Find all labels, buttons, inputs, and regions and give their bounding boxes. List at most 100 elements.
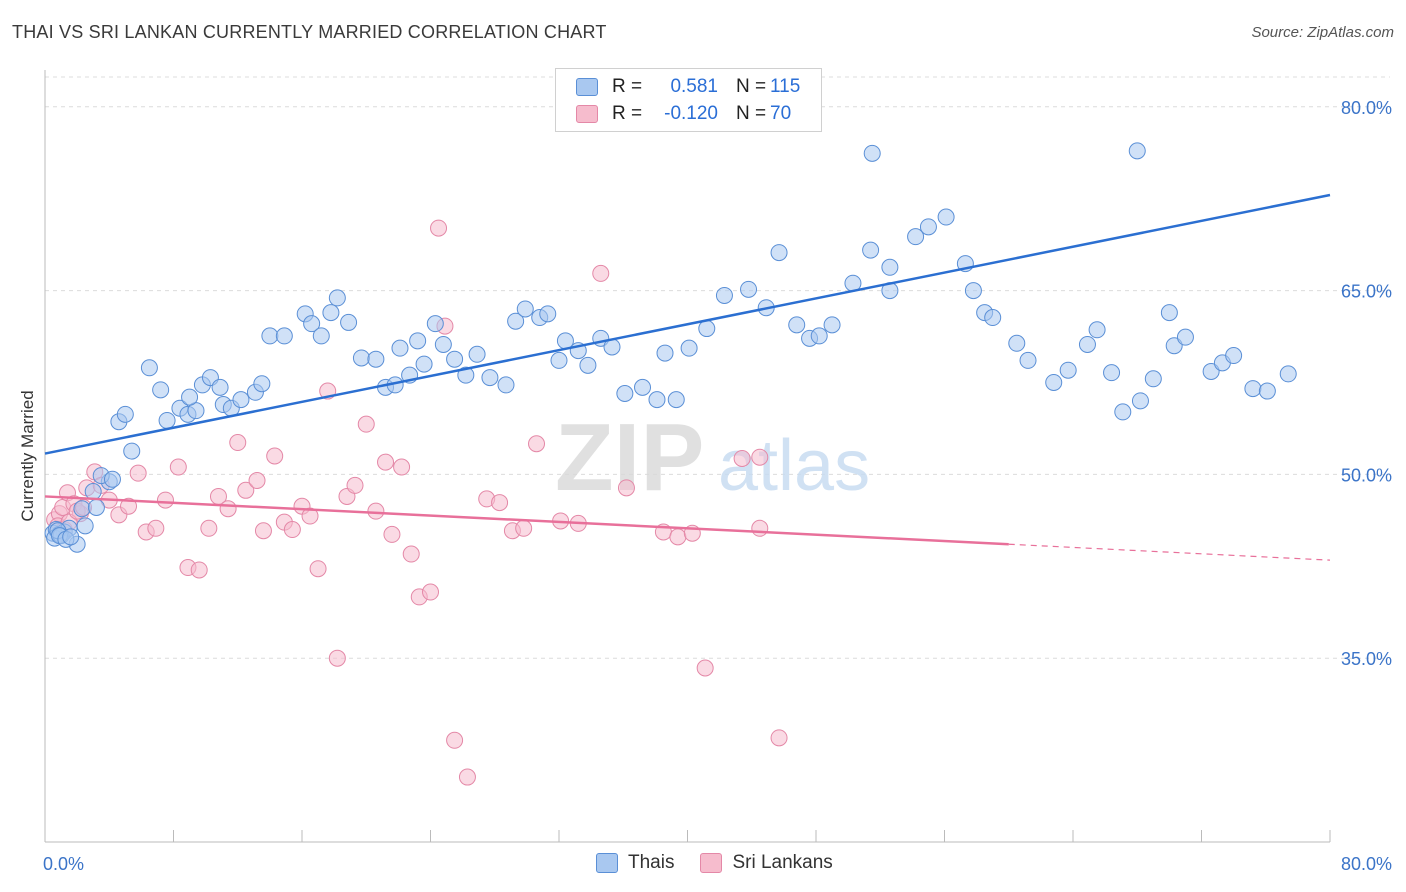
thais-point bbox=[984, 309, 1002, 327]
thais-point bbox=[698, 320, 716, 338]
sri-lankans-trend-extension bbox=[1008, 543, 1331, 561]
legend-item-sri-lankans[interactable]: Sri Lankans bbox=[700, 852, 833, 874]
thais-point bbox=[667, 391, 685, 409]
thais-point bbox=[634, 378, 652, 396]
trend-lines bbox=[44, 193, 1331, 561]
thais-point bbox=[1008, 334, 1026, 352]
thais-point bbox=[715, 286, 733, 304]
series-legend: Thais Sri Lankans bbox=[596, 852, 859, 874]
thais-point bbox=[73, 500, 91, 518]
thais-point bbox=[1088, 321, 1106, 339]
sri-lankans-point bbox=[169, 458, 187, 476]
thais-point bbox=[328, 289, 346, 307]
thais-point bbox=[823, 316, 841, 334]
thais-point bbox=[1279, 365, 1297, 383]
y-tick-label: 50.0% bbox=[1341, 465, 1392, 485]
stats-legend: R = 0.581 N = 115 R = -0.120 N = 70 bbox=[555, 68, 822, 132]
thais-point bbox=[937, 208, 955, 226]
r-value: 0.581 bbox=[670, 76, 718, 97]
thais-point bbox=[434, 335, 452, 353]
sri-lankans-point bbox=[190, 561, 208, 579]
n-value: 115 bbox=[770, 76, 801, 97]
thais-point bbox=[123, 442, 141, 460]
thais-point bbox=[340, 313, 358, 331]
sri-lankans-trend-line bbox=[44, 495, 1009, 546]
thais-point bbox=[275, 327, 293, 345]
sri-lankans-point bbox=[200, 519, 218, 537]
n-label: N = bbox=[736, 103, 767, 124]
x-tick-label: 80.0% bbox=[1341, 854, 1392, 874]
thais-point bbox=[367, 350, 385, 368]
thais-point bbox=[1225, 347, 1243, 365]
thais-point bbox=[352, 349, 370, 367]
legend-item-thais[interactable]: Thais bbox=[596, 852, 674, 874]
thais-point bbox=[740, 280, 758, 298]
sri-lankans-point bbox=[357, 415, 375, 433]
thais-point bbox=[919, 218, 937, 236]
sri-lankans-swatch bbox=[576, 105, 598, 123]
watermark: ZIP atlas bbox=[555, 404, 870, 511]
thais-point bbox=[232, 391, 250, 409]
thais-point bbox=[409, 332, 427, 350]
sri-lankans-point bbox=[346, 476, 364, 494]
sri-lankans-point bbox=[528, 435, 546, 453]
y-tick-label: 80.0% bbox=[1341, 98, 1392, 118]
sri-lankans-point bbox=[515, 519, 533, 537]
sri-lankans-point bbox=[733, 449, 751, 467]
thais-point bbox=[862, 241, 880, 259]
sri-lankans-point bbox=[328, 649, 346, 667]
source-label: Source: ZipAtlas.com bbox=[1251, 24, 1394, 41]
thais-swatch bbox=[576, 78, 598, 96]
thais-point bbox=[261, 327, 279, 345]
thais-point bbox=[103, 470, 121, 488]
sri-lankans-point bbox=[751, 448, 769, 466]
sri-lankans-legend-swatch bbox=[700, 853, 723, 873]
thais-point bbox=[1128, 142, 1146, 160]
sri-lankans-point bbox=[430, 219, 448, 237]
thais-point bbox=[468, 345, 486, 363]
thais-point bbox=[1019, 351, 1037, 369]
thais-point bbox=[1244, 380, 1262, 398]
sri-lankans-point bbox=[147, 519, 165, 537]
thais-point bbox=[1059, 361, 1077, 379]
sri-lankans-point bbox=[751, 519, 769, 537]
thais-point bbox=[516, 300, 534, 318]
grid-lines bbox=[45, 76, 1390, 659]
r-label: R = bbox=[612, 76, 643, 97]
thais-point bbox=[648, 391, 666, 409]
thais-point bbox=[497, 376, 515, 394]
thais-point bbox=[964, 282, 982, 300]
legend-row-sri-lankans: R = -0.120 N = 70 bbox=[576, 102, 791, 126]
thais-point bbox=[507, 312, 525, 330]
sri-lankans-point bbox=[120, 497, 138, 515]
sri-lankans-point bbox=[770, 729, 788, 747]
thais-point bbox=[1144, 370, 1162, 388]
sri-lankans-point bbox=[129, 464, 147, 482]
sri-lankans-point bbox=[283, 521, 301, 539]
thais-point bbox=[579, 356, 597, 374]
thais-point bbox=[158, 411, 176, 429]
tick-labels: 35.0% 50.0% 65.0% 80.0% 0.0% 80.0% bbox=[43, 98, 1392, 874]
thais-point bbox=[1202, 362, 1220, 380]
thais-point bbox=[457, 366, 475, 384]
sri-lankans-point bbox=[617, 479, 635, 497]
sri-lankans-point bbox=[229, 434, 247, 452]
thais-point bbox=[1165, 337, 1183, 355]
thais-legend-label: Thais bbox=[628, 852, 675, 873]
y-tick-label: 35.0% bbox=[1341, 649, 1392, 669]
chart-title: THAI VS SRI LANKAN CURRENTLY MARRIED COR… bbox=[12, 22, 607, 42]
thais-point bbox=[62, 528, 80, 546]
thais-point bbox=[76, 517, 94, 535]
x-tick-label: 0.0% bbox=[43, 854, 84, 874]
y-tick-label: 65.0% bbox=[1341, 282, 1392, 302]
n-label: N = bbox=[736, 76, 767, 97]
sri-lankans-point bbox=[266, 447, 284, 465]
sri-lankans-point bbox=[248, 472, 266, 490]
thais-point bbox=[1114, 403, 1132, 421]
thais-point bbox=[140, 359, 158, 377]
thais-point bbox=[770, 244, 788, 262]
axes bbox=[44, 70, 1331, 843]
thais-points bbox=[44, 142, 1297, 553]
thais-point bbox=[87, 498, 105, 516]
